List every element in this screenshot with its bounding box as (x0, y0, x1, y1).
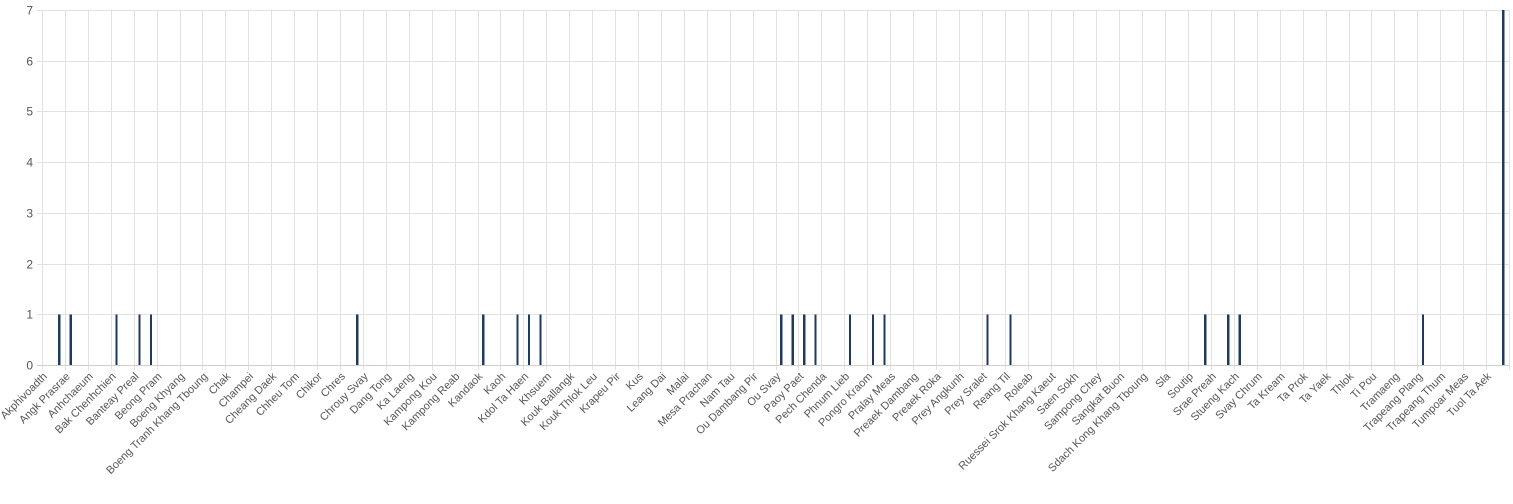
y-tick-label: 5 (26, 105, 33, 119)
bar (871, 314, 875, 365)
y-axis-tick-labels: 0 1 2 3 4 5 6 7 (26, 4, 33, 373)
x-tick-label: Chikor (294, 370, 325, 401)
bar (149, 314, 152, 365)
bar (1204, 314, 1207, 365)
y-tick-label: 1 (26, 308, 33, 322)
horizontal-gridlines (37, 10, 1509, 366)
bar (69, 314, 72, 365)
bar (516, 314, 519, 365)
bar (1009, 314, 1012, 365)
bar (1238, 314, 1241, 365)
y-tick-label: 4 (26, 156, 33, 170)
bar (791, 314, 794, 365)
bar (803, 314, 806, 365)
bar (814, 314, 817, 365)
bar (527, 314, 531, 365)
vertical-gridlines (42, 10, 1510, 370)
bar (115, 314, 118, 365)
bar (1502, 10, 1505, 365)
y-tick-label: 0 (26, 359, 33, 373)
bar-series (58, 10, 1505, 365)
bar (356, 314, 359, 365)
bar (482, 314, 485, 365)
bar (58, 314, 61, 365)
bar (848, 314, 852, 365)
bar (986, 314, 989, 365)
bar (883, 314, 886, 365)
y-tick-label: 6 (26, 55, 33, 69)
y-tick-label: 2 (26, 258, 33, 272)
bar (1227, 314, 1230, 365)
bar (138, 314, 141, 365)
y-tick-label: 3 (26, 207, 33, 221)
bar (1421, 314, 1425, 365)
bar (539, 314, 542, 365)
bar (780, 314, 783, 365)
y-tick-label: 7 (26, 4, 33, 18)
